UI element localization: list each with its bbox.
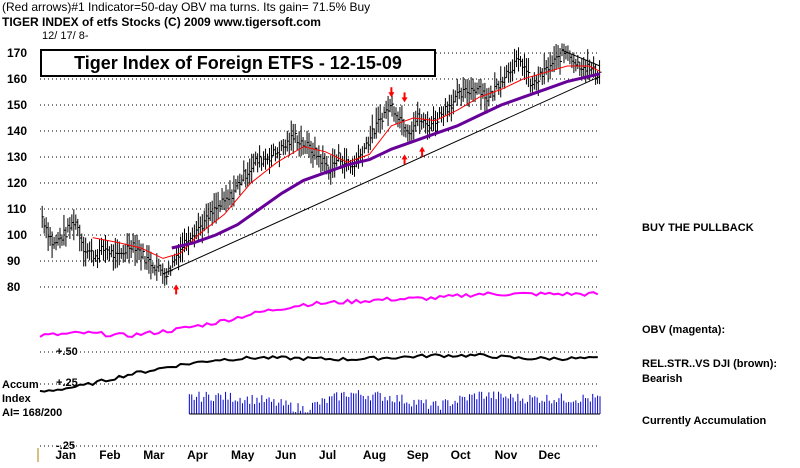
plus-025-label: +.25 [56,377,78,389]
relstr-legend: REL.STR..VS DJI (brown): [642,358,778,370]
red-signal-arrow [388,87,395,98]
chart-title: Tiger Index of Foreign ETFS - 12-15-09 [40,49,436,77]
relstr-line [39,352,598,393]
buy-the-pullback-note: BUY THE PULLBACK [642,222,754,234]
red-signal-arrow [173,284,180,295]
month-label: Jun [275,448,296,462]
month-label: Apr [187,448,208,462]
month-label: Aug [363,448,386,462]
accum-status: Currently Accumulation [642,415,767,427]
accum-label: Accum [2,379,39,391]
header-date-line: 12/ 17/ 8- [42,30,89,42]
ai-label: AI= 168/200 [2,407,63,419]
relstr-status: Bearish [642,373,683,385]
long-moving-average-line [171,72,601,250]
header-index-line: TIGER INDEX of etfs Stocks (C) 2009 www.… [2,15,321,29]
y-tick-label: 120 [7,176,27,190]
y-tick-label: 100 [7,228,27,242]
month-label: Feb [99,448,120,462]
plus-050-label: +.50 [56,346,78,358]
y-tick-label: 140 [7,124,27,138]
y-tick-label: 80 [7,280,21,294]
red-signal-arrow [401,154,408,165]
month-label: Sep [407,448,429,462]
y-tick-label: 170 [7,46,27,60]
y-tick-label: 160 [7,72,27,86]
red-signal-arrow [401,92,408,103]
index-label: Index [2,393,31,405]
month-label: Mar [143,448,165,462]
minus-025-label: -.25 [56,440,75,452]
y-tick-label: 110 [7,202,27,216]
month-label: Dec [539,448,561,462]
month-label: Jan [55,448,76,462]
support-trendline [162,75,601,275]
month-label: Oct [451,448,471,462]
y-tick-label: 130 [7,150,27,164]
red-signal-arrow [419,146,426,157]
resistance-trendline [562,49,601,67]
month-label: Nov [495,448,518,462]
month-label: Jul [319,448,336,462]
y-tick-label: 90 [7,254,21,268]
month-label: May [231,448,255,462]
obv-line [39,291,599,338]
short-moving-average-line [92,65,601,259]
header-indicator-line: (Red arrows)#1 Indicator=50-day OBV ma t… [2,0,371,14]
y-tick-label: 150 [7,98,27,112]
obv-legend: OBV (magenta): [642,324,726,336]
